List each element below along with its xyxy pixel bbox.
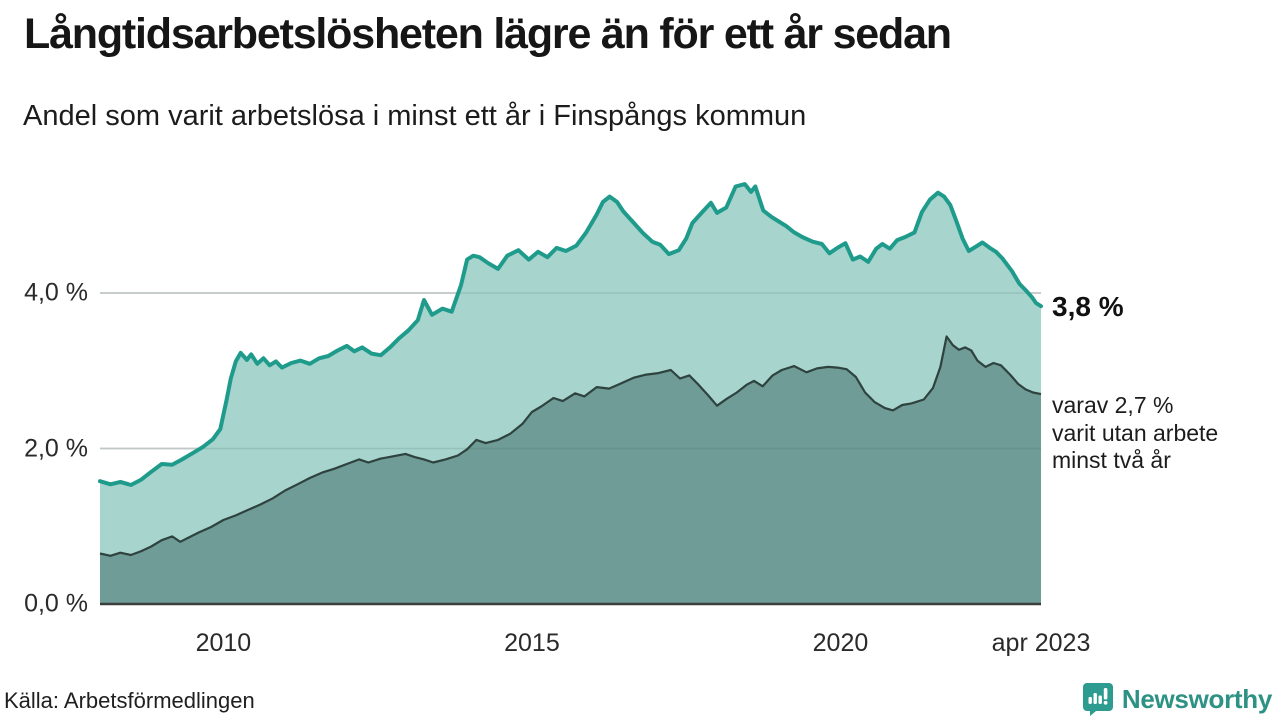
series-end-value-label: 3,8 % <box>1052 291 1124 322</box>
series-end-note: varav 2,7 % varit utan arbete minst två … <box>1052 392 1218 475</box>
x-tick-label: 2015 <box>504 629 560 657</box>
x-tick-label: apr 2023 <box>991 629 1091 657</box>
brand-name: Newsworthy <box>1121 683 1272 714</box>
series-end-note-line: minst två år <box>1052 447 1171 473</box>
series-end-note-line: varit utan arbete <box>1052 419 1219 446</box>
brand-logo[interactable]: Newsworthy <box>1082 682 1272 716</box>
source-credit: Källa: Arbetsförmedlingen <box>4 688 255 713</box>
area-chart <box>98 182 1043 606</box>
x-tick-label: 2020 <box>812 629 869 657</box>
series-end-note-line: varav 2,7 % <box>1052 392 1174 418</box>
x-tick-label: 2010 <box>195 629 252 657</box>
y-tick-label: 2,0 % <box>24 434 88 462</box>
y-tick-label: 4,0 % <box>24 278 88 307</box>
page-subtitle: Andel som varit arbetslösa i minst ett å… <box>23 100 807 132</box>
y-tick-label: 0,0 % <box>24 589 88 618</box>
page-title: Långtidsarbetslösheten lägre än för ett … <box>24 10 952 58</box>
newsworthy-icon <box>1082 683 1113 716</box>
